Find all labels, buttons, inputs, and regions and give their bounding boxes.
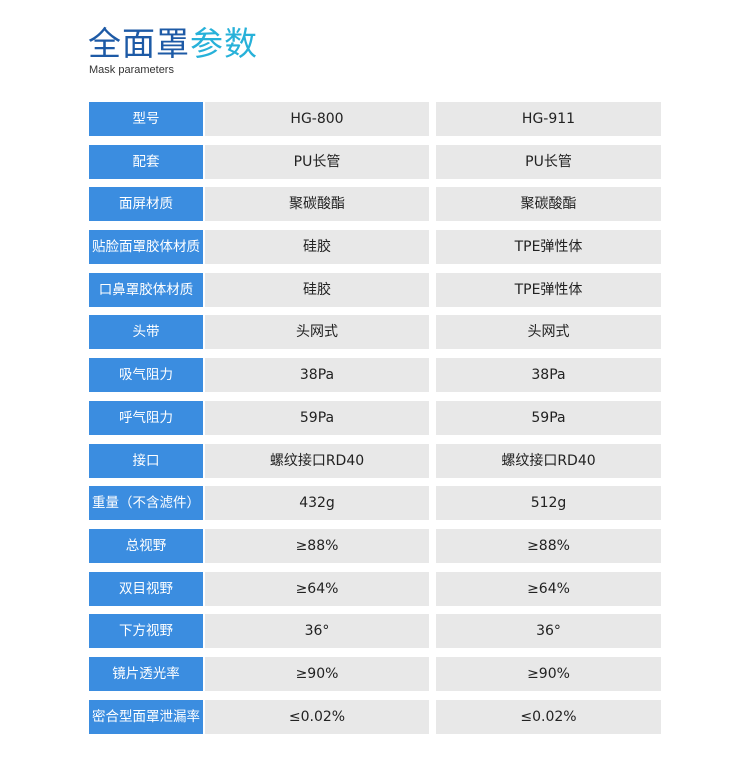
- table-row: 口鼻罩胶体材质 硅胶 TPE弹性体: [89, 272, 661, 307]
- hg-911-value: 59Pa: [436, 400, 661, 435]
- row-label: 型号: [89, 102, 203, 136]
- hg-800-value: 螺纹接口RD40: [205, 443, 429, 478]
- table-row: 下方视野 36° 36°: [89, 614, 661, 649]
- hg-911-value: TPE弹性体: [436, 272, 661, 307]
- hg-800-value: ≤0.02%: [205, 699, 429, 734]
- hg-800-value: ≥88%: [205, 528, 429, 563]
- row-label: 镜片透光率: [89, 656, 203, 691]
- row-label: 下方视野: [89, 614, 203, 649]
- page-subtitle: Mask parameters: [89, 64, 174, 76]
- row-label: 总视野: [89, 528, 203, 563]
- hg-911-value: 头网式: [436, 315, 661, 350]
- hg-911-value: TPE弹性体: [436, 230, 661, 265]
- table-row: 双目视野 ≥64% ≥64%: [89, 571, 661, 606]
- table-row: 呼气阻力 59Pa 59Pa: [89, 400, 661, 435]
- table-row: 头带 头网式 头网式: [89, 315, 661, 350]
- hg-800-value: ≥90%: [205, 656, 429, 691]
- hg-800-value: 36°: [205, 614, 429, 649]
- table-row: 密合型面罩泄漏率 ≤0.02% ≤0.02%: [89, 699, 661, 734]
- title-part-1: 全面罩: [88, 24, 190, 63]
- row-label: 贴脸面罩胶体材质: [89, 230, 203, 265]
- hg-800-value: 432g: [205, 486, 429, 521]
- table-row: 镜片透光率 ≥90% ≥90%: [89, 656, 661, 691]
- hg-911-value: ≥90%: [436, 656, 661, 691]
- hg-911-value: ≤0.02%: [436, 699, 661, 734]
- table-row: 型号 HG-800 HG-911: [89, 102, 661, 136]
- hg-911-value: 512g: [436, 486, 661, 521]
- row-label: 重量（不含滤件）: [89, 486, 203, 521]
- hg-911-value: PU长管: [436, 144, 661, 179]
- row-label: 呼气阻力: [89, 400, 203, 435]
- hg-911-value: 聚碳酸酯: [436, 187, 661, 222]
- hg-800-value: 38Pa: [205, 358, 429, 393]
- hg-800-value: 硅胶: [205, 272, 429, 307]
- hg-800-value: ≥64%: [205, 571, 429, 606]
- parameters-table: 型号 HG-800 HG-911 配套 PU长管 PU长管 面屏材质 聚碳酸酯 聚碳酸酯 贴脸面罩…: [89, 102, 661, 742]
- hg-911-value: ≥88%: [436, 528, 661, 563]
- table-row: 配套 PU长管 PU长管: [89, 144, 661, 179]
- row-label: 面屏材质: [89, 187, 203, 222]
- row-label: 口鼻罩胶体材质: [89, 272, 203, 307]
- table-row: 总视野 ≥88% ≥88%: [89, 528, 661, 563]
- table-row: 面屏材质 聚碳酸酯 聚碳酸酯: [89, 187, 661, 222]
- hg-800-value: 硅胶: [205, 230, 429, 265]
- row-label: 双目视野: [89, 571, 203, 606]
- hg-911-value: 38Pa: [436, 358, 661, 393]
- hg-800-value: HG-800: [205, 102, 429, 136]
- hg-911-value: ≥64%: [436, 571, 661, 606]
- page-title: 全面罩参数: [88, 24, 258, 64]
- row-label: 吸气阻力: [89, 358, 203, 393]
- table-row: 吸气阻力 38Pa 38Pa: [89, 358, 661, 393]
- hg-800-value: 聚碳酸酯: [205, 187, 429, 222]
- row-label: 密合型面罩泄漏率: [89, 699, 203, 734]
- row-label: 头带: [89, 315, 203, 350]
- hg-911-value: 螺纹接口RD40: [436, 443, 661, 478]
- table-row: 接口 螺纹接口RD40 螺纹接口RD40: [89, 443, 661, 478]
- hg-800-value: 头网式: [205, 315, 429, 350]
- row-label: 接口: [89, 443, 203, 478]
- hg-911-value: HG-911: [436, 102, 661, 136]
- row-label: 配套: [89, 144, 203, 179]
- hg-800-value: PU长管: [205, 144, 429, 179]
- title-part-2: 参数: [190, 24, 258, 63]
- table-row: 贴脸面罩胶体材质 硅胶 TPE弹性体: [89, 230, 661, 265]
- hg-800-value: 59Pa: [205, 400, 429, 435]
- hg-911-value: 36°: [436, 614, 661, 649]
- table-row: 重量（不含滤件） 432g 512g: [89, 486, 661, 521]
